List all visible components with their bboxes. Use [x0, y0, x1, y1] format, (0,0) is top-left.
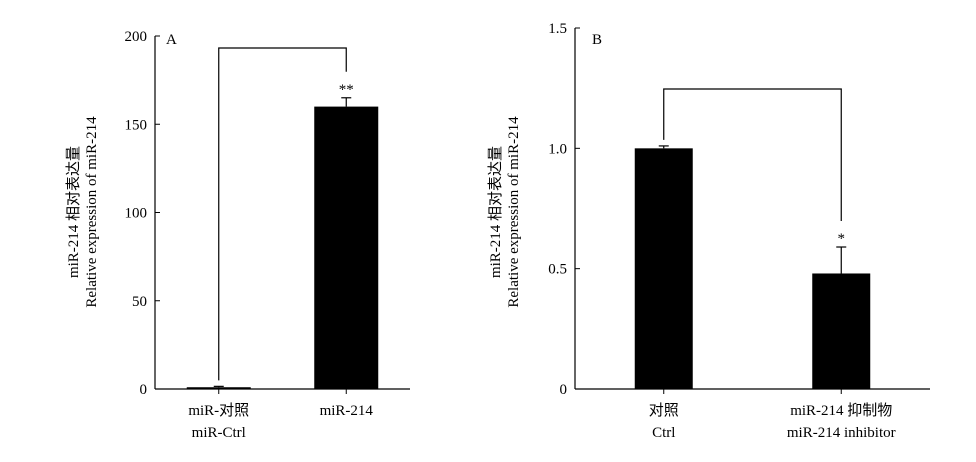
- y-tick-label-b-3: 1.5: [548, 21, 567, 37]
- panel-label-b: B: [592, 32, 602, 48]
- significance-bracket-a: [218, 47, 347, 381]
- y-tick-label-a-2: 100: [125, 206, 148, 222]
- x-tick-label-a-1: miR-214: [320, 403, 374, 419]
- bar-a-1: [314, 106, 379, 389]
- significance-marker-a: **: [339, 82, 354, 98]
- significance-bracket-b: [663, 88, 842, 222]
- x-tick-label-en-b-0: Ctrl: [652, 425, 675, 441]
- x-tick-label-a-0: miR-对照: [188, 402, 249, 419]
- y-tick-label-a-1: 50: [132, 294, 147, 310]
- y-axis-title-cn-b: miR-214 相对表达量: [487, 146, 504, 278]
- chart-panel-a: A miR-214 相对表达量 Relative expression of m…: [65, 29, 410, 441]
- y-tick-label-a-0: 0: [140, 382, 148, 398]
- panel-label-a: A: [166, 32, 177, 48]
- bar-b-1: [812, 273, 871, 389]
- y-axis-title-cn-a: miR-214 相对表达量: [65, 146, 82, 278]
- x-tick-label-en-a-0: miR-Ctrl: [192, 425, 246, 441]
- y-tick-label-b-1: 0.5: [548, 262, 567, 278]
- y-tick-label-b-0: 0: [560, 382, 568, 398]
- x-tick-label-en-b-1: miR-214 inhibitor: [787, 425, 896, 441]
- bar-b-0: [634, 148, 693, 389]
- x-tick-label-b-0: 对照: [649, 402, 679, 419]
- y-axis-title-b: miR-214 相对表达量 Relative expression of miR…: [487, 116, 522, 308]
- y-axis-title-en-a: Relative expression of miR-214: [84, 116, 100, 308]
- bar-a-0: [186, 387, 251, 389]
- x-tick-label-b-1: miR-214 抑制物: [790, 402, 892, 419]
- y-tick-label-a-3: 150: [125, 117, 148, 133]
- y-tick-label-a-4: 200: [125, 29, 148, 45]
- y-axis-title-a: miR-214 相对表达量 Relative expression of miR…: [65, 116, 100, 308]
- chart-panel-b: B miR-214 相对表达量 Relative expression of m…: [487, 21, 930, 441]
- y-tick-label-b-2: 1.0: [548, 141, 567, 157]
- y-axis-title-en-b: Relative expression of miR-214: [506, 116, 522, 308]
- significance-marker-b: *: [838, 231, 846, 247]
